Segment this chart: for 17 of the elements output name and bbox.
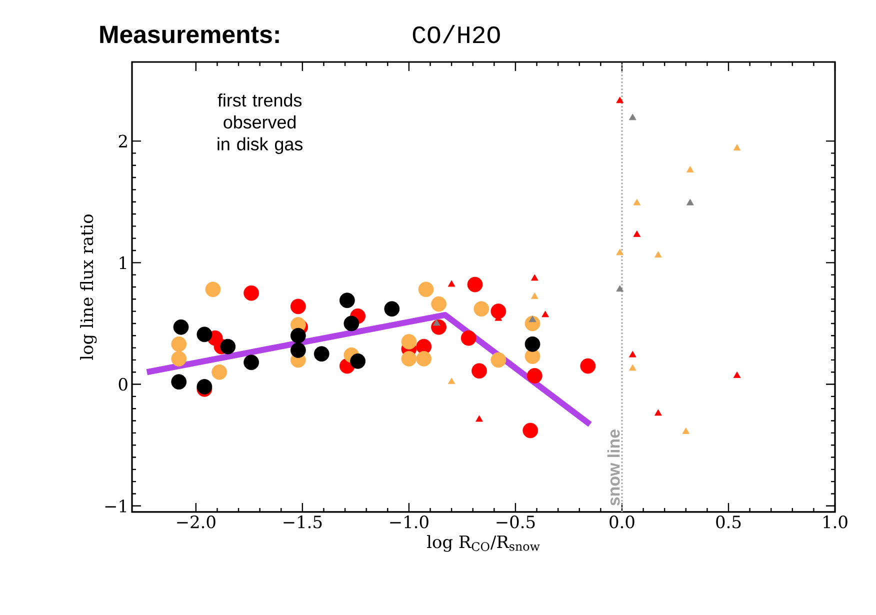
x-axis-title: log R$_{CO}$/R$_{snow}$ xyxy=(427,535,540,552)
annotation: first trends observed in disk gas xyxy=(218,93,303,154)
chart-title: Measurements: xyxy=(100,26,279,44)
y-axis-title: log line flux ratio xyxy=(80,214,97,360)
x-tick-label: 0.5 xyxy=(716,515,741,528)
x-tick-label: 1.0 xyxy=(824,515,848,528)
x-tick-label: −1.5 xyxy=(284,515,322,528)
y-tick-label: −1 xyxy=(105,500,126,512)
chart-subtitle: CO/H2O xyxy=(412,24,500,44)
y-tick-label: 2 xyxy=(118,134,127,148)
x-tick-label: −2.0 xyxy=(177,515,216,528)
y-tick-label: 1 xyxy=(120,256,126,269)
y-tick-label: 0 xyxy=(118,378,128,391)
x-tick-label: −0.5 xyxy=(496,515,535,528)
x-tick-label: −1.0 xyxy=(390,515,428,528)
x-tick-label: 0.0 xyxy=(610,515,634,528)
ref-line-label: snow line xyxy=(607,430,620,506)
